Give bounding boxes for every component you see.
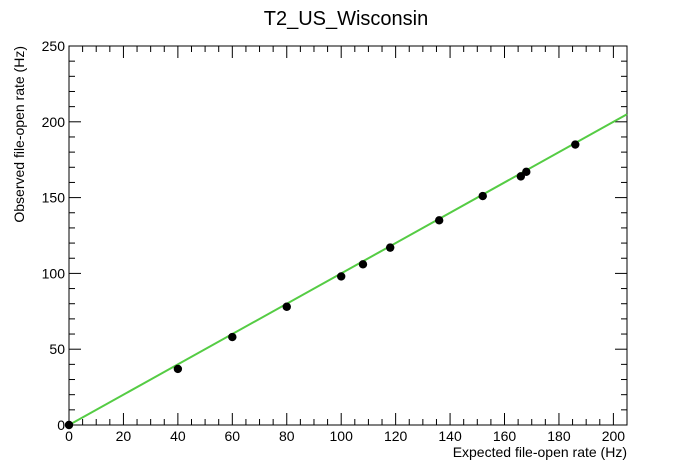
x-tick-label: 180 <box>547 428 571 444</box>
x-tick-label: 100 <box>330 428 354 444</box>
fit-line-group <box>68 113 628 426</box>
fit-line <box>68 113 628 426</box>
x-tick-label: 80 <box>279 428 295 444</box>
y-tick-label: 100 <box>42 265 66 281</box>
y-tick-label: 200 <box>42 114 66 130</box>
data-point <box>385 243 395 252</box>
x-tick-label: 160 <box>493 428 517 444</box>
data-points <box>64 140 580 430</box>
x-tick-label: 200 <box>602 428 626 444</box>
y-tick-label: 150 <box>42 190 66 206</box>
tick-labels: 0 20 40 60 80 100 120 140 160 180 200 0 50 100 150 200 2… <box>42 38 626 444</box>
data-point <box>64 420 74 430</box>
data-point <box>434 216 444 225</box>
y-tick-label: 250 <box>42 38 66 54</box>
plot-frame <box>68 45 628 426</box>
chart-title: T2_US_Wisconsin <box>264 8 429 30</box>
y-tick-label: 0 <box>57 417 65 433</box>
data-point <box>522 167 531 177</box>
data-point <box>173 364 183 374</box>
x-tick-label: 140 <box>438 428 462 444</box>
axis-ticks <box>68 45 628 426</box>
x-tick-label: 0 <box>65 428 73 444</box>
x-tick-label: 20 <box>116 428 132 444</box>
data-point <box>571 140 580 149</box>
x-tick-label: 120 <box>384 428 408 444</box>
plot-area-border <box>68 45 628 426</box>
y-tick-label: 50 <box>49 341 65 357</box>
data-point <box>358 260 368 269</box>
x-tick-label: 40 <box>170 428 186 444</box>
y-axis-label: Observed file-open rate (Hz) <box>11 46 27 223</box>
x-tick-label: 60 <box>225 428 241 444</box>
data-point <box>228 332 237 342</box>
x-axis-label: Expected file-open rate (Hz) <box>453 444 627 460</box>
data-point <box>336 272 346 281</box>
data-point <box>282 302 291 311</box>
data-point <box>478 191 487 201</box>
